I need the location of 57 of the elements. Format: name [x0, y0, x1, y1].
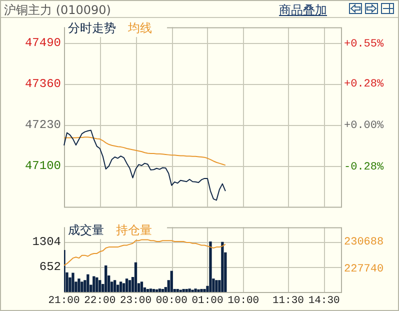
- y2-tick-label: +0.28%: [344, 78, 384, 91]
- bar: [128, 280, 132, 292]
- bar: [80, 282, 84, 292]
- x-tick-label: 01:00: [192, 295, 224, 308]
- bar: [185, 288, 188, 292]
- bar: [209, 242, 212, 292]
- bar: [149, 288, 152, 292]
- y-tick-label: 652: [39, 260, 61, 274]
- y-tick-label: 47360: [24, 77, 61, 92]
- bar: [125, 278, 128, 292]
- bar: [146, 288, 150, 292]
- y2-tick-label: -0.28%: [344, 162, 384, 174]
- y-tick-label: 47230: [24, 118, 61, 132]
- x-tick-label: 10:00: [228, 295, 260, 308]
- bar: [158, 288, 161, 292]
- x-tick-label: 21:00: [48, 295, 80, 308]
- bar: [197, 289, 200, 292]
- bar: [152, 288, 156, 292]
- y2-tick-label: +0.55%: [344, 38, 384, 50]
- x-tick-label: 00:00: [156, 295, 188, 308]
- bar: [113, 280, 116, 292]
- y2-tick-label: 227740: [344, 264, 384, 276]
- bar: [119, 282, 122, 292]
- chart-title: 沪铜主力 (010090): [4, 2, 111, 19]
- bar: [194, 288, 197, 292]
- bar: [203, 288, 206, 292]
- bar: [215, 280, 218, 292]
- bar: [176, 288, 179, 292]
- bar: [188, 288, 191, 292]
- text: 分时走势: [68, 21, 116, 35]
- bar: [98, 280, 102, 292]
- series-label: 成交量: [68, 223, 104, 237]
- x-tick-label: 22:00: [84, 295, 116, 308]
- bar: [78, 278, 80, 292]
- bar: [96, 277, 98, 292]
- series-label: 持仓量: [116, 223, 152, 237]
- bar: [200, 288, 203, 292]
- y-tick-label: 1304: [32, 234, 61, 249]
- bar: [221, 242, 224, 292]
- x-tick-label: 11:30: [272, 295, 304, 308]
- bar: [72, 272, 74, 292]
- y2-tick-label: +0.00%: [344, 120, 384, 132]
- y-tick-label: 47100: [24, 159, 61, 174]
- text: 商品叠加: [279, 3, 327, 17]
- bar: [134, 262, 138, 292]
- x-tick-label: 14:30: [308, 295, 340, 308]
- bar: [104, 265, 108, 292]
- bar: [182, 288, 185, 292]
- bar: [170, 270, 173, 292]
- y-tick-label: 47490: [24, 36, 61, 50]
- bar: [92, 276, 96, 292]
- bar: [86, 274, 90, 292]
- text: 均线: [128, 21, 152, 35]
- bar: [140, 282, 144, 292]
- y2-tick-label: 230688: [344, 236, 384, 249]
- x-tick-label: 23:00: [120, 295, 152, 308]
- bar: [161, 288, 164, 292]
